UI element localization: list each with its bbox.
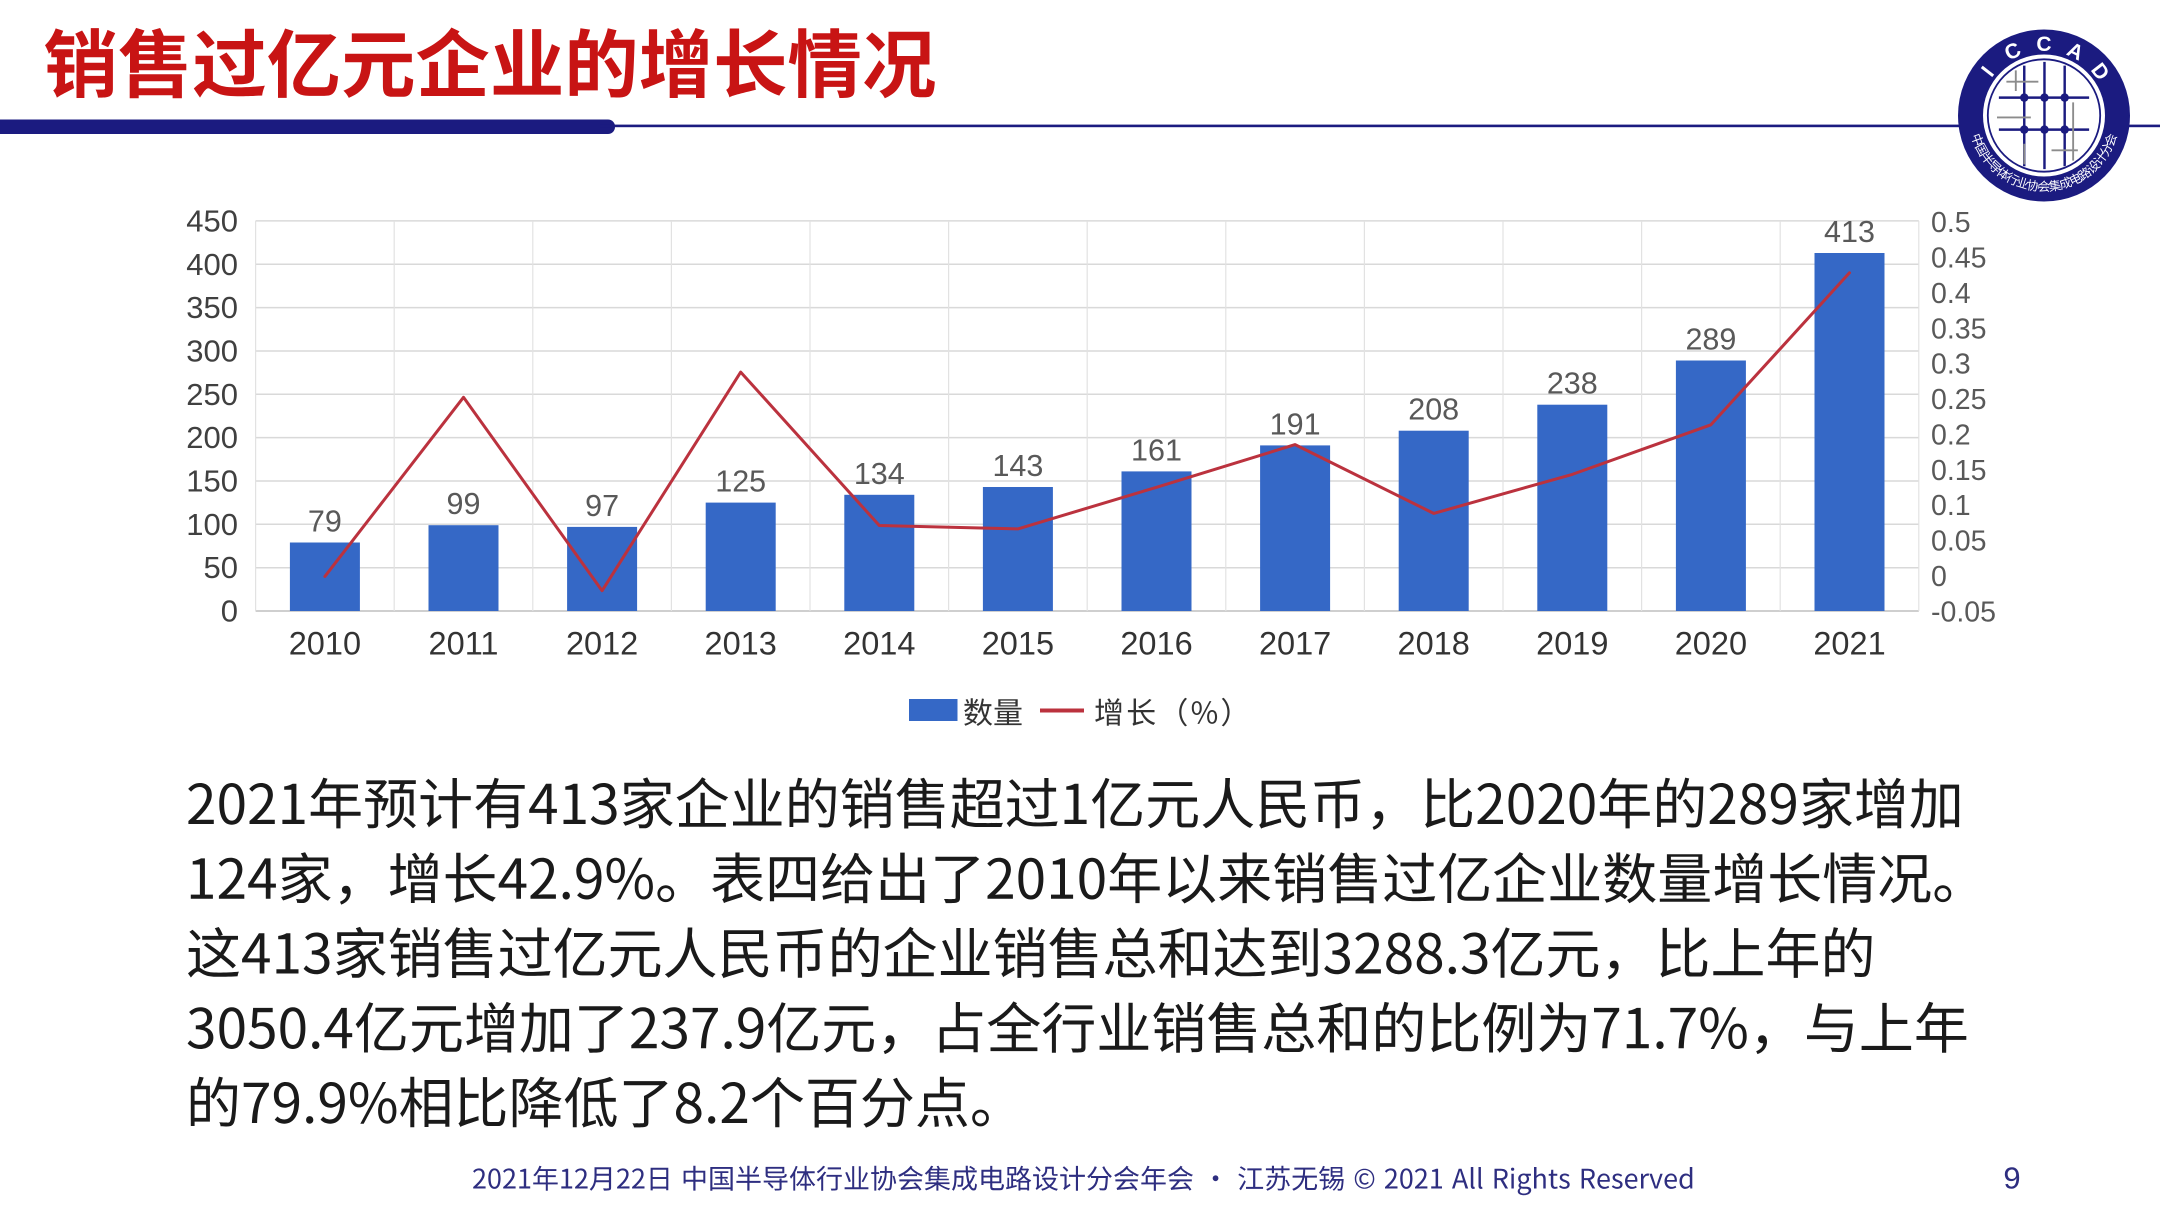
svg-text:125: 125 [715,465,766,499]
svg-text:300: 300 [186,334,238,369]
svg-text:238: 238 [1547,367,1598,401]
svg-text:143: 143 [992,449,1043,483]
svg-text:0: 0 [1931,561,1947,593]
svg-text:0.45: 0.45 [1931,243,1986,275]
svg-text:0.4: 0.4 [1931,278,1971,310]
svg-text:0: 0 [221,594,238,629]
svg-text:2016: 2016 [1120,626,1192,662]
svg-text:191: 191 [1270,407,1321,441]
svg-text:0.5: 0.5 [1931,207,1971,239]
svg-text:C: C [2036,33,2051,56]
svg-text:0.15: 0.15 [1931,455,1986,487]
svg-text:289: 289 [1685,323,1736,357]
svg-text:250: 250 [186,377,238,412]
svg-text:2011: 2011 [429,626,499,662]
svg-text:9: 9 [2003,1161,2020,1196]
svg-text:134: 134 [854,457,905,491]
svg-text:0.35: 0.35 [1931,313,1986,345]
svg-text:0.1: 0.1 [1931,490,1971,522]
svg-text:100: 100 [186,507,238,542]
svg-text:208: 208 [1408,393,1459,427]
svg-text:2015: 2015 [982,626,1054,662]
svg-text:99: 99 [447,487,481,521]
svg-text:413: 413 [1824,215,1875,249]
svg-text:50: 50 [204,550,238,585]
svg-text:0.05: 0.05 [1931,526,1986,558]
svg-text:0.3: 0.3 [1931,349,1971,381]
svg-text:2019: 2019 [1536,626,1608,662]
svg-text:2018: 2018 [1398,626,1470,662]
svg-text:161: 161 [1131,433,1182,467]
svg-text:2017: 2017 [1259,626,1331,662]
svg-text:150: 150 [186,464,238,499]
svg-text:-0.05: -0.05 [1931,596,1996,628]
svg-text:2014: 2014 [843,626,915,662]
svg-text:450: 450 [186,203,238,238]
svg-text:350: 350 [186,290,238,325]
svg-text:0.2: 0.2 [1931,419,1971,451]
svg-text:79: 79 [308,505,342,539]
svg-text:400: 400 [186,247,238,282]
svg-text:2021: 2021 [1813,626,1885,662]
svg-text:2013: 2013 [705,626,777,662]
svg-text:2012: 2012 [566,626,638,662]
svg-text:97: 97 [585,489,619,523]
svg-text:0.25: 0.25 [1931,384,1986,416]
svg-text:2020: 2020 [1675,626,1747,662]
svg-text:2010: 2010 [289,626,361,662]
svg-text:200: 200 [186,420,238,455]
